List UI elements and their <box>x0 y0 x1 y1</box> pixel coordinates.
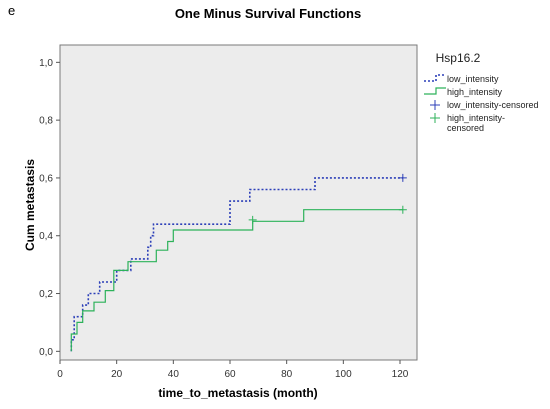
x-tick-label: 0 <box>57 369 63 380</box>
legend: Hsp16.2 low_intensity high_intensity low_i… <box>424 51 539 133</box>
chart-title: One Minus Survival Functions <box>175 6 361 21</box>
legend-swatch-line <box>424 74 446 82</box>
legend-title: Hsp16.2 <box>436 51 481 65</box>
y-tick-label: 1,0 <box>39 58 53 69</box>
y-axis: 0,0 0,2 0,4 0,6 0,8 1,0 <box>39 58 60 358</box>
x-tick-label: 20 <box>111 369 123 380</box>
panel-letter: e <box>8 3 15 18</box>
y-tick-label: 0,6 <box>39 173 53 184</box>
x-tick-label: 100 <box>335 369 352 380</box>
censor-marker <box>398 205 407 214</box>
x-tick-label: 80 <box>281 369 293 380</box>
y-tick-label: 0,2 <box>39 289 53 300</box>
x-tick-label: 60 <box>224 369 236 380</box>
legend-swatch-marker <box>430 113 440 123</box>
x-tick-label: 120 <box>392 369 409 380</box>
y-tick-label: 0,0 <box>39 347 53 358</box>
legend-label: low_intensity <box>447 74 499 84</box>
y-tick-label: 0,8 <box>39 116 53 127</box>
x-axis: 0 20 40 60 80 100 120 <box>57 360 409 380</box>
legend-label: high_intensity-censored <box>447 113 505 133</box>
censor-marker <box>398 173 407 182</box>
series-line-1 <box>70 209 403 352</box>
legend-swatch-line <box>424 87 446 95</box>
legend-label: high_intensity <box>447 87 503 97</box>
y-axis-label: Cum metastasis <box>23 159 37 251</box>
x-tick-label: 40 <box>168 369 180 380</box>
legend-label: low_intensity-censored <box>447 100 539 110</box>
plot-area <box>59 44 418 361</box>
legend-swatch-marker <box>430 100 440 110</box>
series-layer <box>70 173 407 352</box>
x-axis-label: time_to_metastasis (month) <box>158 386 317 400</box>
y-tick-label: 0,4 <box>39 231 53 242</box>
censor-marker <box>248 215 257 224</box>
